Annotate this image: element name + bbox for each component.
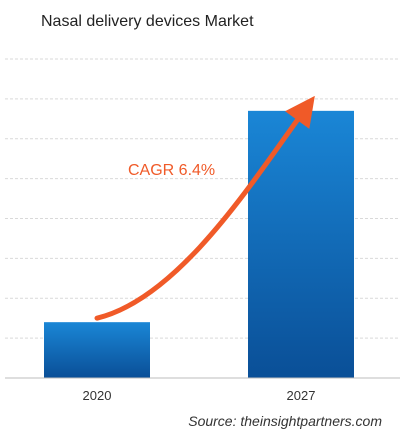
cagr-arrow [94,95,315,321]
x-tick-label: 2020 [83,388,112,403]
cagr-annotation: CAGR 6.4% [128,162,216,179]
bar-2020 [44,322,150,378]
source-label: Source: theinsightpartners.com [188,413,382,429]
bar-2027 [248,110,354,379]
x-tick-label: 2027 [287,388,316,403]
chart-title: Nasal delivery devices Market [41,13,254,30]
